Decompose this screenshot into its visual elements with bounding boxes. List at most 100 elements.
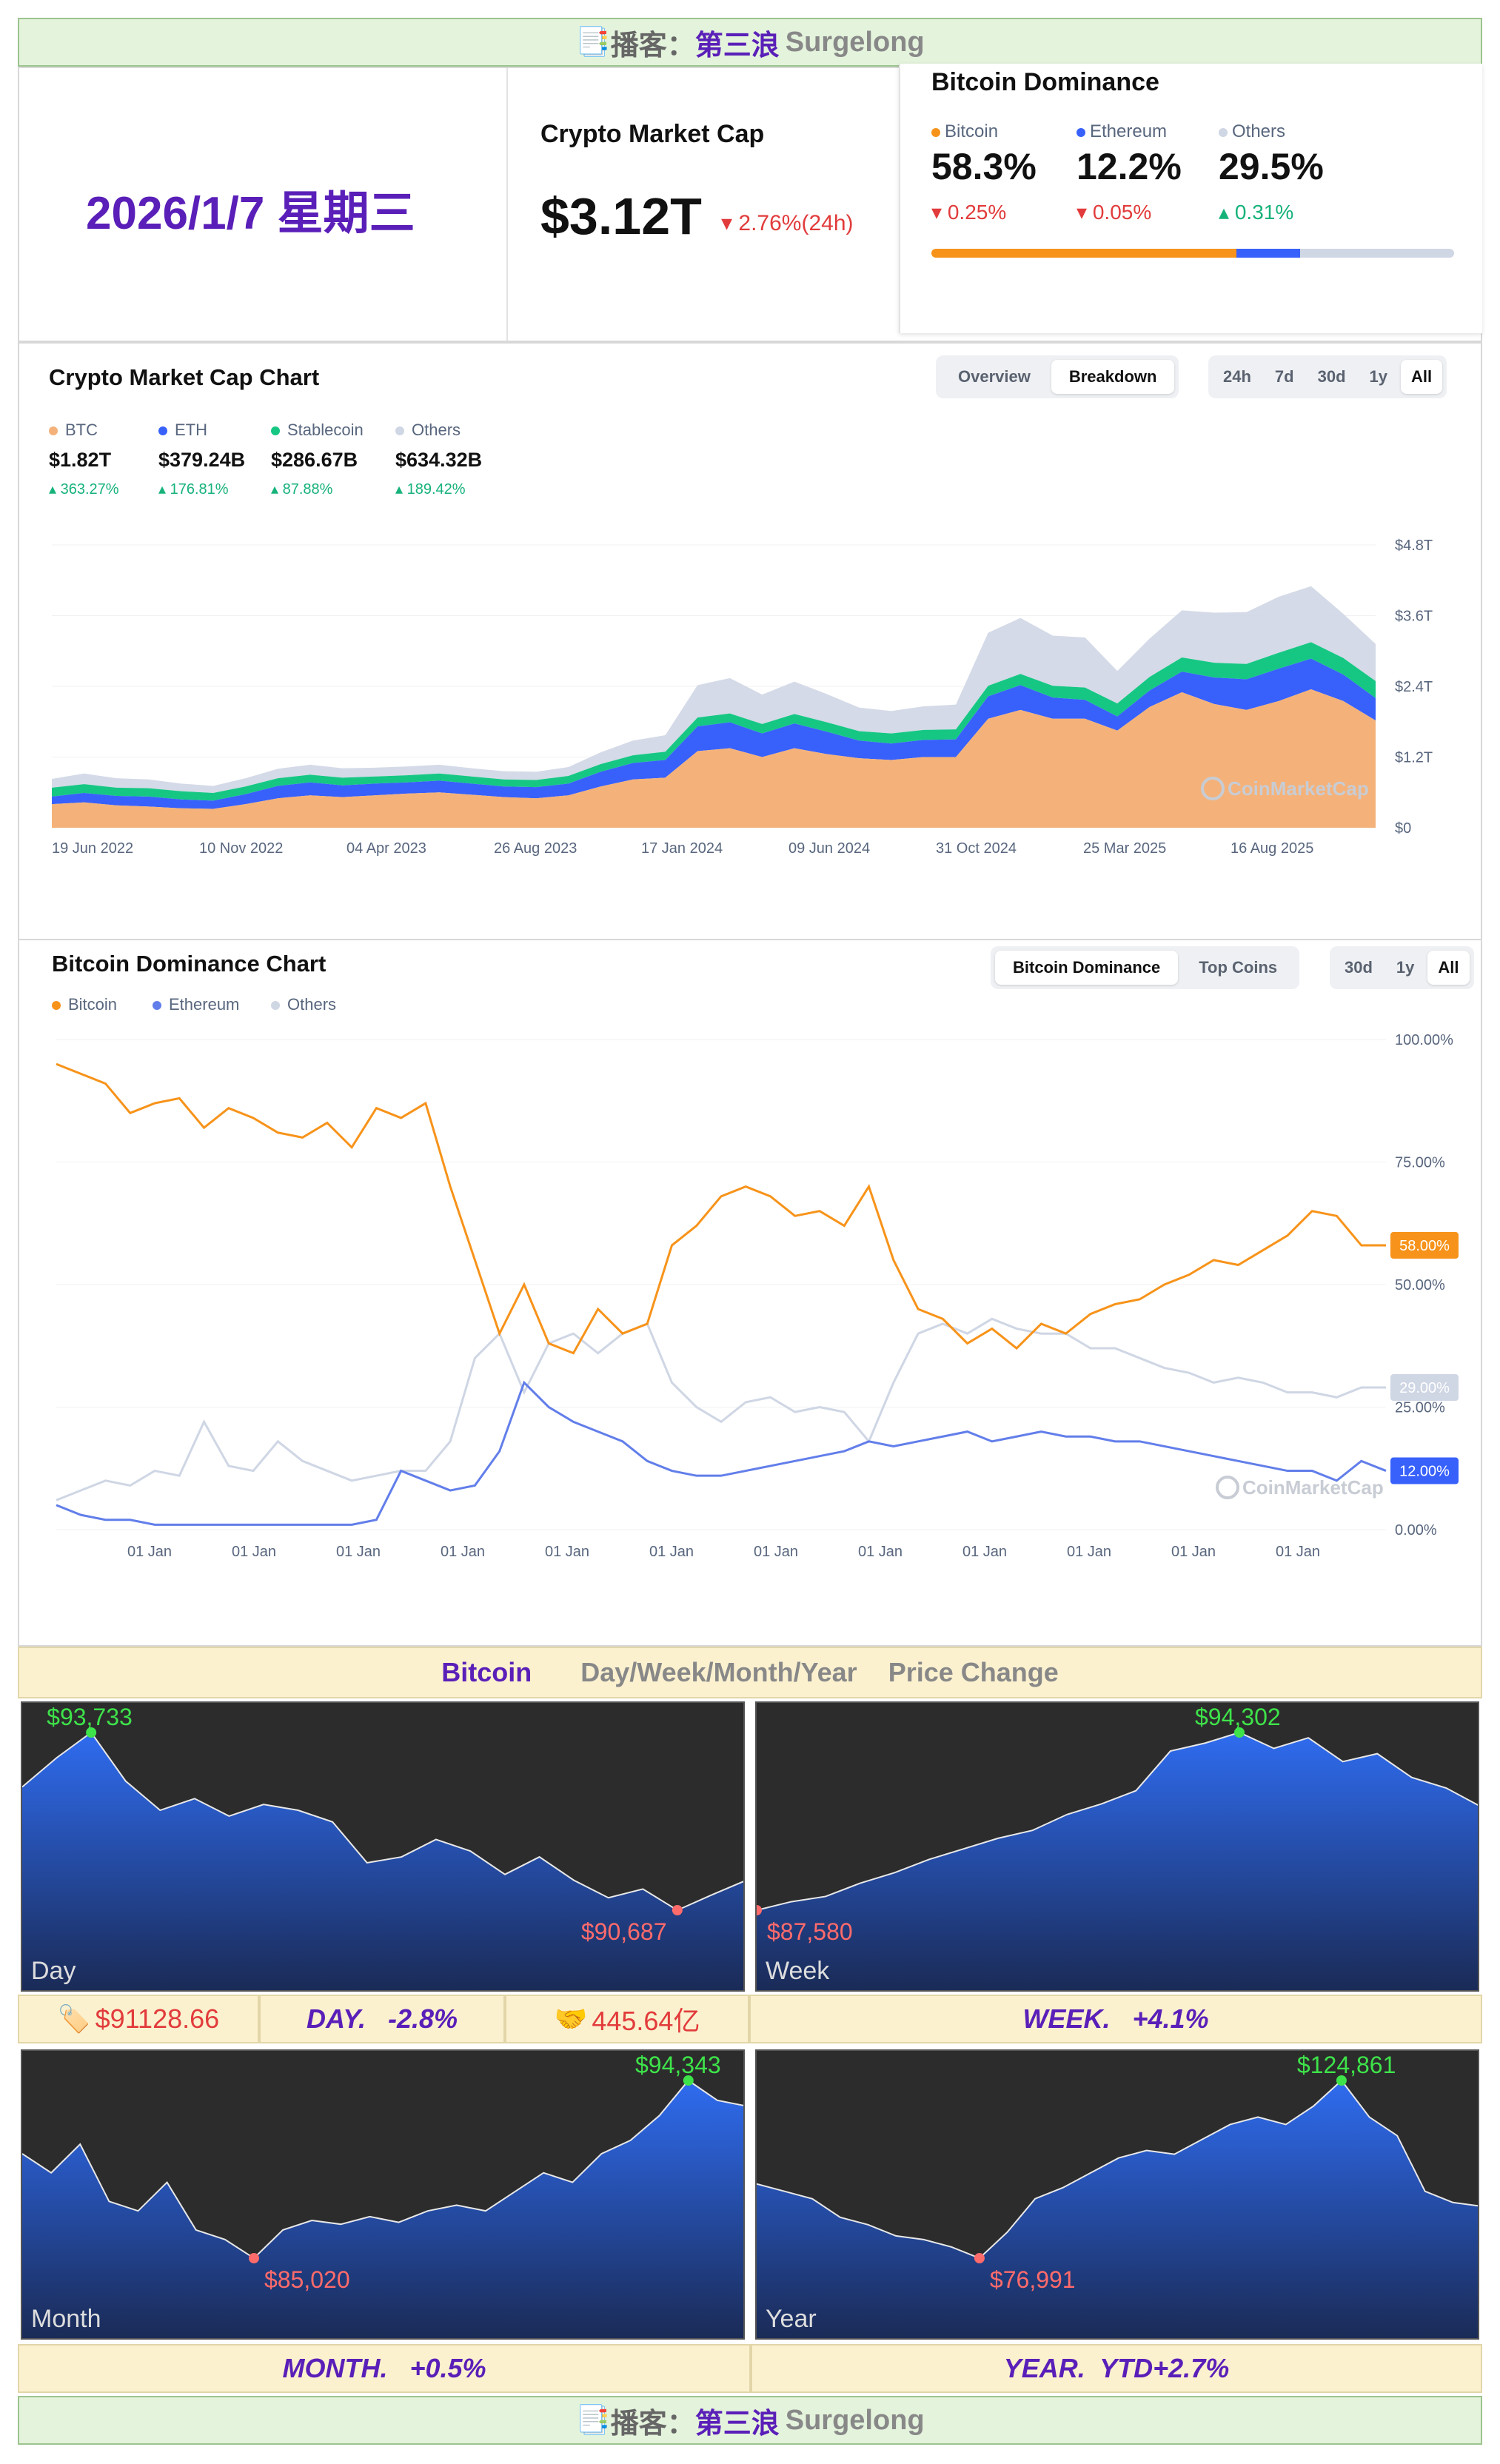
cap-legend-value: $634.32B	[395, 449, 483, 471]
high-price-label: $93,733	[47, 1704, 133, 1730]
cap-legend-change: ▴ 176.81%	[158, 481, 229, 498]
low-price-label: $85,020	[264, 2266, 350, 2293]
dominance-chart-panel: Bitcoin Dominance Chart Bitcoin Dominanc…	[18, 939, 1482, 1647]
y-tick-label: $0	[1395, 820, 1411, 837]
value-badge-label: 12.00%	[1399, 1464, 1450, 1480]
high-point-marker	[683, 2075, 694, 2086]
price-line	[22, 1731, 743, 1912]
value-badge	[1390, 1232, 1459, 1259]
month-area-chart: $94,343 $85,020	[22, 2052, 743, 2338]
week-change: WEEK. +4.1%	[749, 1995, 1482, 2043]
week-area-chart: $94,302 $87,580	[757, 1704, 1478, 1990]
range-7d[interactable]: 7d	[1274, 367, 1294, 386]
low-price-label: $76,991	[990, 2266, 1076, 2293]
legend-dot-icon	[271, 426, 280, 436]
caret-up-icon: ▴	[49, 481, 61, 498]
price-area	[22, 1732, 743, 1990]
high-price-label: $94,302	[1195, 1704, 1281, 1730]
market-cap-area-chart: $0 $1.2T $2.4T $3.6T $4.8T 19 Jun 2022 10 Nov …	[52, 538, 1433, 857]
x-tick-label: 01 Jan	[1067, 1544, 1111, 1560]
cap-legend-change: ▴ 87.88%	[271, 481, 333, 498]
x-tick-label: 10 Nov 2022	[199, 840, 283, 857]
dominance-change: ▾ 0.05%	[1077, 201, 1152, 224]
current-price: $91128.66	[95, 2003, 220, 2034]
y-tick-label: 25.00%	[1395, 1400, 1445, 1416]
range-all[interactable]: All	[1401, 360, 1443, 394]
range-1y[interactable]: 1y	[1396, 958, 1415, 977]
tab-bitcoin-dominance[interactable]: Bitcoin Dominance	[995, 951, 1179, 985]
volume-cell: 🤝 445.64亿	[505, 1995, 749, 2043]
banner-en: Surgelong	[785, 26, 925, 58]
x-tick-label: 01 Jan	[127, 1544, 172, 1560]
dom-legend-item: Ethereum	[153, 995, 239, 1014]
dom-legend-item: Bitcoin	[52, 995, 117, 1014]
y-tick-label: 100.00%	[1395, 1032, 1453, 1048]
range-24h[interactable]: 24h	[1223, 367, 1251, 386]
cap-chart-title: Crypto Market Cap Chart	[49, 364, 320, 390]
y-tick-label: 75.00%	[1395, 1155, 1445, 1171]
high-point-marker	[1336, 2075, 1347, 2086]
dominance-value: 12.2%	[1077, 146, 1182, 187]
dominance-line-chart: 0.00% 25.00% 50.00% 75.00% 100.00% 01 Jan 01 J…	[56, 1032, 1459, 1560]
cap-legend-value: $286.67B	[271, 449, 358, 471]
x-tick-label: 19 Jun 2022	[52, 840, 133, 857]
dom-view-tabs: Bitcoin Dominance Top Coins	[991, 946, 1300, 989]
coinmarketcap-logo-icon	[1216, 1476, 1239, 1499]
value-badge-label: 58.00%	[1399, 1238, 1450, 1254]
market-cap-chart-panel: Crypto Market Cap Chart Overview Breakdo…	[18, 342, 1482, 940]
week-chart: $94,302 $87,580 Week	[755, 1701, 1479, 1992]
podcast-icon: 📑	[575, 2405, 611, 2436]
high-price-label: $124,861	[1297, 2052, 1396, 2078]
dominance-change: ▴ 0.31%	[1219, 201, 1294, 224]
watermark-text: CoinMarketCap	[1242, 1476, 1384, 1499]
footer-banner: 📑 播客： 第三浪 Surgelong	[18, 2396, 1482, 2445]
year-chart: $124,861 $76,991 Year	[755, 2049, 1479, 2340]
legend-dot-icon	[1077, 127, 1085, 137]
range-30d[interactable]: 30d	[1345, 958, 1373, 977]
legend-dot-icon	[271, 1001, 280, 1011]
x-tick-label: 17 Jan 2024	[641, 840, 723, 857]
dominance-bar-segment	[931, 249, 1236, 258]
price-line	[757, 1731, 1478, 1911]
year-change: YEAR. YTD+2.7%	[751, 2344, 1482, 2393]
dominance-title: Bitcoin Dominance	[931, 68, 1159, 96]
dominance-bar-segment	[1299, 249, 1454, 258]
price-area	[22, 2080, 743, 2338]
y-tick-label: $4.8T	[1395, 538, 1433, 554]
legend-dot-icon	[153, 1001, 161, 1011]
x-tick-label: 16 Aug 2025	[1231, 840, 1313, 857]
x-tick-label: 09 Jun 2024	[788, 840, 870, 857]
market-cap-value: $3.12T	[540, 187, 702, 245]
dominance-card: Bitcoin Dominance Bitcoin 58.3% ▾ 0.25% Eth…	[899, 64, 1482, 333]
day-label: Day	[31, 1957, 76, 1985]
caret-up-icon: ▴	[1219, 201, 1235, 224]
watermark-text: CoinMarketCap	[1228, 777, 1369, 800]
cap-legend-name: Stablecoin	[271, 421, 364, 440]
range-1y[interactable]: 1y	[1369, 367, 1388, 386]
caret-down-icon: ▾	[931, 201, 948, 224]
price-row-1: 🏷️ $91128.66 DAY. -2.8% 🤝 445.64亿 WEEK. …	[18, 1995, 1482, 2043]
y-tick-label: $2.4T	[1395, 679, 1433, 695]
market-cap-title: Crypto Market Cap	[540, 120, 765, 148]
dominance-bar	[931, 249, 1454, 258]
market-cap-change: ▾ 2.76%(24h)	[721, 211, 854, 235]
range-all[interactable]: All	[1427, 951, 1470, 985]
header-panel: 2026/1/7 星期三 Crypto Market Cap $3.12T ▾ …	[18, 64, 1482, 342]
week-label: Week	[766, 1957, 830, 1985]
range-30d[interactable]: 30d	[1317, 367, 1346, 386]
banner-prefix: 播客：	[610, 30, 695, 61]
low-point-marker	[757, 1905, 762, 1915]
tab-breakdown[interactable]: Breakdown	[1051, 360, 1175, 394]
date-label: 2026/1/7 星期三	[86, 188, 415, 239]
month-label: Month	[31, 2305, 101, 2333]
price-change-label: Price Change	[888, 1657, 1059, 1687]
price-change-header: Bitcoin Day/Week/Month/Year Price Change	[18, 1647, 1482, 1698]
tab-overview[interactable]: Overview	[958, 367, 1031, 386]
x-tick-label: 01 Jan	[858, 1544, 903, 1560]
x-tick-label: 01 Jan	[336, 1544, 381, 1560]
low-price-label: $90,687	[581, 1918, 667, 1945]
x-tick-label: 26 Aug 2023	[494, 840, 577, 857]
tab-top-coins[interactable]: Top Coins	[1199, 958, 1278, 977]
dominance-bar-segment	[1236, 249, 1300, 258]
line-ethereum	[56, 1380, 1387, 1526]
